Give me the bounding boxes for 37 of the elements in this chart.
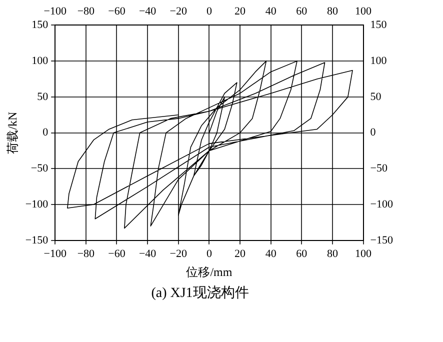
x2-tick-label: −80 bbox=[77, 5, 96, 18]
y-tick-label: 100 bbox=[32, 54, 49, 67]
x2-tick-label: 80 bbox=[326, 5, 338, 18]
x2-tick-label: −60 bbox=[108, 5, 126, 18]
y2-tick-label: 50 bbox=[370, 90, 382, 103]
y2-tick-label: −50 bbox=[370, 162, 388, 175]
x2-tick-label: −20 bbox=[170, 5, 188, 18]
x2-tick-label: 100 bbox=[355, 5, 372, 18]
y-tick-label: 0 bbox=[42, 126, 49, 139]
y-axis-title: 荷载/kN bbox=[5, 111, 20, 154]
x2-tick-label: −40 bbox=[138, 5, 157, 18]
x2-tick-label: 60 bbox=[296, 5, 308, 18]
x-tick-label: −20 bbox=[170, 248, 188, 260]
x-tick-label: 80 bbox=[326, 248, 338, 260]
x-tick-label: 60 bbox=[296, 248, 308, 260]
x-tick-label: −60 bbox=[108, 248, 126, 260]
x2-tick-label: 40 bbox=[265, 5, 277, 18]
x-tick-label: 0 bbox=[206, 248, 212, 260]
y2-tick-label: 0 bbox=[370, 126, 376, 139]
y-tick-label: 50 bbox=[37, 90, 49, 103]
y-tick-label: −150 bbox=[25, 234, 49, 246]
y-tick-label: −50 bbox=[30, 162, 49, 175]
text: (a) XJ1现浇构件 bbox=[150, 284, 250, 302]
x2-tick-label: 0 bbox=[206, 5, 212, 18]
y2-tick-label: −100 bbox=[370, 198, 394, 210]
y-tick-label: −100 bbox=[25, 198, 49, 210]
x-tick-label: 40 bbox=[265, 248, 277, 260]
x-axis-title: 位移/mm bbox=[186, 264, 233, 279]
x-tick-label: −80 bbox=[77, 248, 96, 260]
y2-tick-label: −150 bbox=[370, 234, 394, 246]
y-tick-label: 150 bbox=[32, 19, 49, 32]
x2-tick-label: 20 bbox=[234, 5, 246, 18]
y2-tick-label: 150 bbox=[370, 19, 388, 32]
x-tick-label: −40 bbox=[138, 248, 157, 260]
y2-tick-label: 100 bbox=[370, 54, 388, 67]
x-tick-label: 20 bbox=[234, 248, 246, 260]
x-tick-label: 100 bbox=[355, 248, 372, 260]
